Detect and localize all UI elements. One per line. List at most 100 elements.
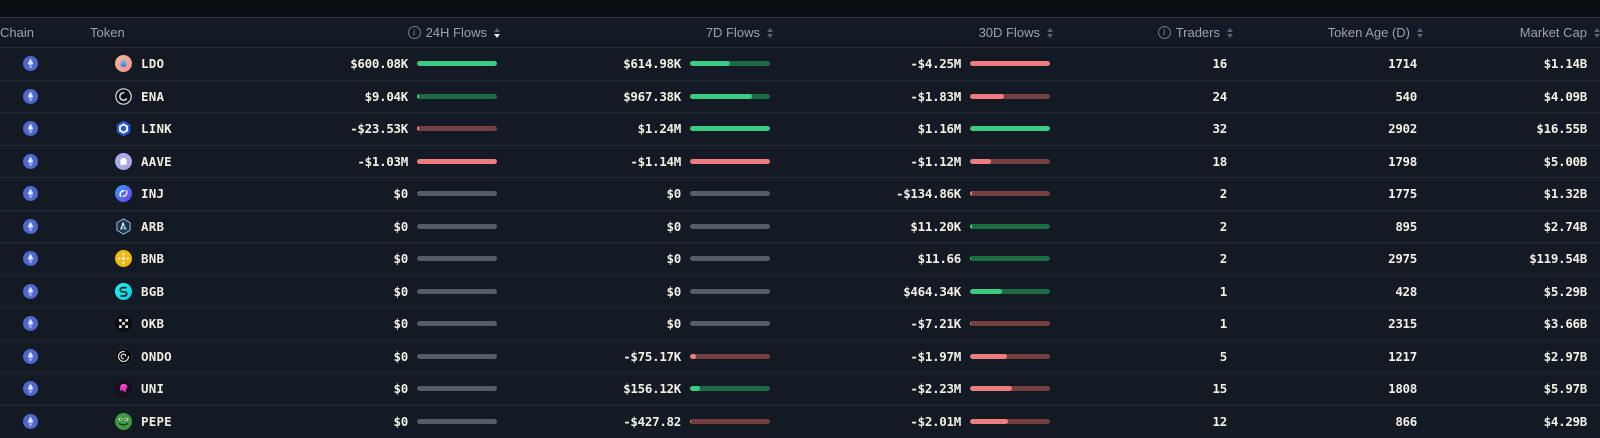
column-header-flow24h[interactable]: i 24H Flows [320, 25, 500, 40]
flow-24h-bar [417, 288, 497, 294]
market-cap-value: $5.29B [1543, 283, 1588, 299]
market-cap-value: $5.97B [1543, 381, 1588, 397]
cell-market-cap: $4.29B [1423, 414, 1600, 429]
table-row[interactable]: ENA $9.04K $967.38K -$1.83M 24 540 $4.09… [0, 80, 1600, 113]
cell-market-cap: $5.00B [1423, 154, 1600, 169]
column-header-mcap[interactable]: Market Cap [1423, 25, 1600, 40]
table-row[interactable]: PEPE $0 -$427.82 -$2.01M 12 866 $4.29B [0, 405, 1600, 438]
table-row[interactable]: ARB $0 $0 $11.20K 2 895 $2.74B [0, 210, 1600, 243]
cell-token: AAVE [90, 152, 320, 170]
ethereum-chain-icon [23, 56, 38, 72]
table-row[interactable]: BGB $0 $0 $464.34K 1 428 $5.29B [0, 275, 1600, 308]
cell-flow-7d: -$1.14M [500, 154, 773, 169]
column-header-traders[interactable]: i Traders [1053, 25, 1233, 40]
flow-30d-bar [970, 223, 1050, 229]
cell-flow-7d: $0 [500, 284, 773, 299]
table-row[interactable]: BNB $0 $0 $11.66 2 2975 $119.54B [0, 243, 1600, 276]
flow-7d-bar [690, 223, 770, 229]
table-row[interactable]: LINK -$23.53K $1.24M $1.16M 32 2902 $16.… [0, 113, 1600, 146]
column-header-label: 30D Flows [978, 25, 1040, 40]
table-row[interactable]: LDO $600.08K $614.98K -$4.25M 16 1714 $1… [0, 48, 1600, 81]
flow-30d-value: -$1.83M [910, 88, 961, 104]
cell-chain [0, 153, 90, 169]
ena-token-icon [115, 87, 132, 105]
table-body: LDO $600.08K $614.98K -$4.25M 16 1714 $1… [0, 48, 1600, 438]
traders-value: 1 [1219, 283, 1228, 299]
column-header-flow30d[interactable]: 30D Flows [773, 25, 1053, 40]
sort-toggle-icon[interactable] [767, 27, 773, 38]
info-icon[interactable]: i [407, 26, 421, 39]
table-row[interactable]: OKB $0 $0 -$7.21K 1 2315 $3.66B [0, 308, 1600, 341]
cell-chain [0, 251, 90, 267]
cell-flow-7d: $1.24M [500, 121, 773, 136]
token-age-value: 1714 [1388, 56, 1417, 72]
flow-30d-bar [970, 191, 1050, 197]
cell-token-age: 1798 [1233, 154, 1423, 169]
column-header-age[interactable]: Token Age (D) [1233, 25, 1423, 40]
flow-24h-value: $0 [393, 316, 409, 332]
column-header-label: Token Age (D) [1327, 25, 1410, 40]
cell-token: LINK [90, 120, 320, 137]
market-cap-value: $4.29B [1543, 414, 1588, 430]
flow-7d-bar [690, 158, 770, 164]
token-age-value: 2975 [1388, 251, 1417, 267]
cell-flow-30d: -$1.83M [773, 89, 1053, 104]
sort-toggle-icon[interactable] [1227, 27, 1233, 38]
sort-toggle-icon[interactable] [494, 27, 500, 38]
cell-flow-30d: -$7.21K [773, 316, 1053, 331]
flow-24h-value: $0 [393, 186, 409, 202]
cell-traders: 24 [1053, 89, 1233, 104]
traders-value: 15 [1212, 381, 1228, 397]
cell-traders: 16 [1053, 56, 1233, 71]
token-age-value: 1775 [1388, 186, 1417, 202]
cell-token: OKB [90, 315, 320, 333]
column-header-label: 7D Flows [705, 25, 760, 40]
cell-market-cap: $2.74B [1423, 219, 1600, 234]
flow-30d-value: -$7.21K [910, 316, 961, 332]
token-symbol: ONDO [141, 348, 172, 364]
flow-30d-value: $11.66 [917, 251, 962, 267]
cell-flow-7d: $156.12K [500, 381, 773, 396]
column-header-flow7d[interactable]: 7D Flows [500, 25, 773, 40]
table-row[interactable]: ONDO $0 -$75.17K -$1.97M 5 1217 $2.97B [0, 340, 1600, 373]
token-age-value: 1217 [1388, 348, 1417, 364]
cell-flow-7d: $0 [500, 251, 773, 266]
top-bar [0, 0, 1600, 18]
flow-30d-bar [970, 386, 1050, 392]
traders-value: 24 [1212, 88, 1228, 104]
flow-24h-bar [417, 191, 497, 197]
flow-7d-value: $0 [666, 218, 682, 234]
cell-market-cap: $1.32B [1423, 186, 1600, 201]
ldo-token-icon [115, 55, 132, 73]
cell-token-age: 1217 [1233, 349, 1423, 364]
cell-traders: 1 [1053, 284, 1233, 299]
flow-24h-value: $0 [393, 381, 409, 397]
flow-30d-value: -$1.97M [910, 348, 961, 364]
cell-flow-24h: $0 [320, 349, 500, 364]
cell-flow-30d: -$2.23M [773, 381, 1053, 396]
cell-chain [0, 348, 90, 364]
sort-toggle-icon[interactable] [1047, 27, 1053, 38]
flow-7d-value: $1.24M [637, 121, 682, 137]
info-icon[interactable]: i [1157, 26, 1171, 39]
market-cap-value: $1.14B [1543, 56, 1588, 72]
flow-24h-value: $0 [393, 218, 409, 234]
flow-24h-value: -$1.03M [357, 153, 408, 169]
cell-token-age: 2975 [1233, 251, 1423, 266]
cell-market-cap: $119.54B [1423, 251, 1600, 266]
cell-token: INJ [90, 185, 320, 203]
cell-flow-30d: $11.20K [773, 219, 1053, 234]
cell-flow-24h: -$23.53K [320, 121, 500, 136]
flow-30d-value: -$1.12M [910, 153, 961, 169]
column-header-label: Market Cap [1519, 25, 1587, 40]
sort-toggle-icon[interactable] [1417, 27, 1423, 38]
table-row[interactable]: AAVE -$1.03M -$1.14M -$1.12M 18 1798 $5.… [0, 145, 1600, 178]
table-row[interactable]: INJ $0 $0 -$134.86K 2 1775 $1.32B [0, 178, 1600, 211]
sort-toggle-icon[interactable] [1594, 27, 1600, 38]
table-row[interactable]: UNI $0 $156.12K -$2.23M 15 1808 $5.97B [0, 373, 1600, 406]
ethereum-chain-icon [23, 316, 38, 332]
column-header-token: Token [90, 25, 320, 40]
cell-flow-24h: $0 [320, 251, 500, 266]
cell-flow-30d: $1.16M [773, 121, 1053, 136]
ethereum-chain-icon [23, 186, 38, 202]
